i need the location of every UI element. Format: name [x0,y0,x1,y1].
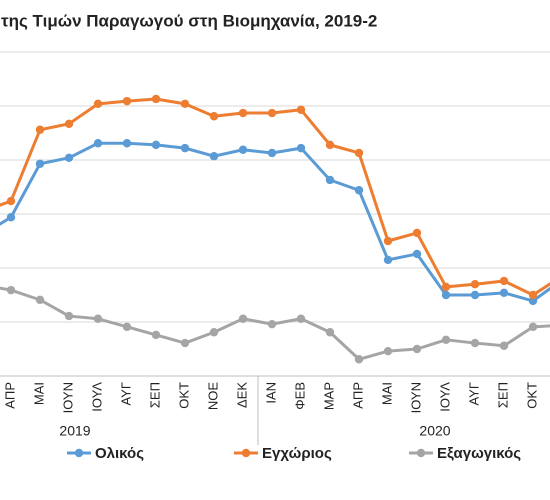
data-point [296,105,306,114]
data-point [6,213,16,222]
data-point [122,322,132,332]
data-point [35,159,45,168]
legend-marker [416,448,426,458]
data-point [180,338,190,348]
legend-marker [241,448,251,458]
data-point [64,119,74,129]
x-tick-label: ΜΑΙ [31,382,46,405]
x-tick-label: ΑΠΡ [350,382,365,409]
data-point [180,99,190,109]
data-point [412,249,422,259]
x-tick-label: ΦΕΒ [292,382,307,410]
x-tick-label: ΙΟΥΛ [437,382,452,412]
data-point [35,295,45,305]
data-point [354,186,364,195]
data-point [383,346,393,356]
data-point [470,290,480,300]
data-point [93,139,103,148]
data-point [93,99,103,109]
x-tick-label: ΑΥΓ [118,382,133,406]
legend-label: Εξαγωγικός [437,445,521,462]
data-point [64,311,74,321]
x-tick-label: ΑΥΓ [466,382,481,406]
legend-marker [74,448,84,458]
data-point [354,148,364,158]
data-point [122,96,132,106]
x-tick-label: ΙΟΥΝ [408,382,423,413]
data-point [470,280,480,289]
data-point [209,328,219,337]
x-tick-label: ΜΑΙ [379,382,394,405]
data-point [267,319,277,329]
data-point [6,285,16,295]
data-point [325,140,335,150]
x-tick-label: ΝΟΕ [205,382,220,411]
data-point [267,148,277,158]
year-label: 2020 [419,423,450,439]
data-point [441,290,451,300]
data-point [528,296,538,306]
data-point [499,276,509,286]
x-tick-label: ΙΟΥΝ [60,382,75,413]
data-point [209,152,219,161]
x-tick-label: ΟΚΤ [524,382,539,409]
x-tick-label: ΔΕΚ [234,382,249,408]
data-point [441,282,451,292]
data-point [238,145,248,154]
data-point [209,112,219,121]
data-point [528,322,538,332]
data-point [122,139,132,148]
x-tick-label: ΜΑΡ [321,382,336,410]
data-point [296,143,306,153]
data-point [151,140,161,150]
legend-label: Ολικός [95,445,144,462]
x-tick-label: ΣΕΠ [495,382,510,408]
data-point [267,108,277,118]
data-point [180,143,190,153]
data-point [383,255,393,265]
x-tick-label: ΙΑΝ [263,382,278,404]
data-point [441,335,451,345]
data-point [296,314,306,323]
data-point [412,344,422,354]
data-point [35,125,45,134]
data-point [151,94,161,104]
series-line [0,141,550,303]
x-tick-label: ΑΠΡ [2,382,17,409]
data-point [528,290,538,300]
data-point [470,338,480,348]
data-point [499,341,509,350]
data-point [238,108,248,118]
data-point [325,175,335,185]
x-tick-label: ΟΚΤ [176,382,191,409]
data-point [6,196,16,206]
year-label: 2019 [59,423,90,439]
data-point [64,153,74,163]
data-point [412,228,422,238]
data-point [354,355,364,364]
data-point [325,328,335,337]
chart-title: της Τιμών Παραγωγού στη Βιομηχανία, 2019… [1,11,377,30]
data-point [93,314,103,323]
legend-label: Εγχώριος [262,445,332,462]
x-tick-label: ΣΕΠ [147,382,162,408]
data-point [151,330,161,340]
data-point [238,314,248,323]
data-point [383,236,393,246]
data-point [499,288,509,298]
x-tick-label: ΙΟΥΛ [89,382,104,412]
series-line [0,97,550,297]
